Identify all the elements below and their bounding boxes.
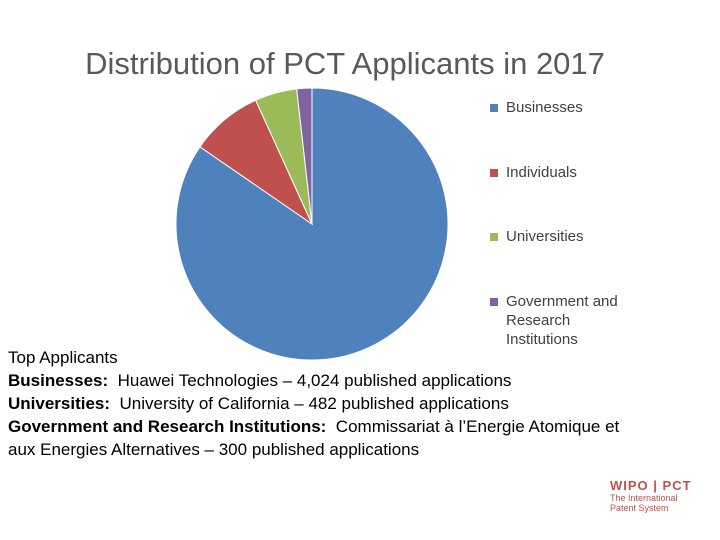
logo: WIPO | PCT The International Patent Syst… xyxy=(610,478,692,513)
logo-left: WIPO xyxy=(610,478,649,493)
notes-line: Universities: University of California –… xyxy=(8,392,623,415)
legend-label: Universities xyxy=(506,228,584,245)
legend-item: Individuals xyxy=(490,163,640,182)
legend-label: Businesses xyxy=(506,99,583,116)
notes-line: Government and Research Institutions: Co… xyxy=(8,415,623,461)
legend-swatch xyxy=(490,297,498,306)
legend-item: Businesses xyxy=(490,98,640,117)
pie-slice xyxy=(296,87,313,225)
logo-tagline: Patent System xyxy=(610,503,669,513)
notes-label: Government and Research Institutions: xyxy=(8,417,327,436)
notes-text: University of California – 482 published… xyxy=(119,394,509,413)
notes-label: Businesses: xyxy=(8,371,109,390)
logo-tagline: The International xyxy=(610,493,678,503)
notes: Top Applicants Businesses: Huawei Techno… xyxy=(8,346,623,461)
legend-label: Individuals xyxy=(506,163,577,181)
logo-right: PCT xyxy=(662,478,692,493)
legend-swatch xyxy=(490,104,498,112)
legend-label: Government and Research Institutions xyxy=(506,292,618,348)
notes-label: Universities: xyxy=(8,394,111,413)
chart-title: Distribution of PCT Applicants in 2017 xyxy=(85,46,605,81)
notes-text: Huawei Technologies – 4,024 published ap… xyxy=(117,371,512,390)
logo-mark: WIPO | PCT xyxy=(610,478,692,493)
notes-text: Commissariat à l’Energie Atomique et aux… xyxy=(8,417,620,459)
legend-item: Government and Research Institutions xyxy=(490,292,640,349)
notes-line: Businesses: Huawei Technologies – 4,024 … xyxy=(8,369,623,392)
legend-swatch xyxy=(490,168,498,177)
legend-item: Universities xyxy=(490,227,640,246)
legend-swatch xyxy=(490,233,498,241)
notes-heading: Top Applicants xyxy=(8,348,118,367)
